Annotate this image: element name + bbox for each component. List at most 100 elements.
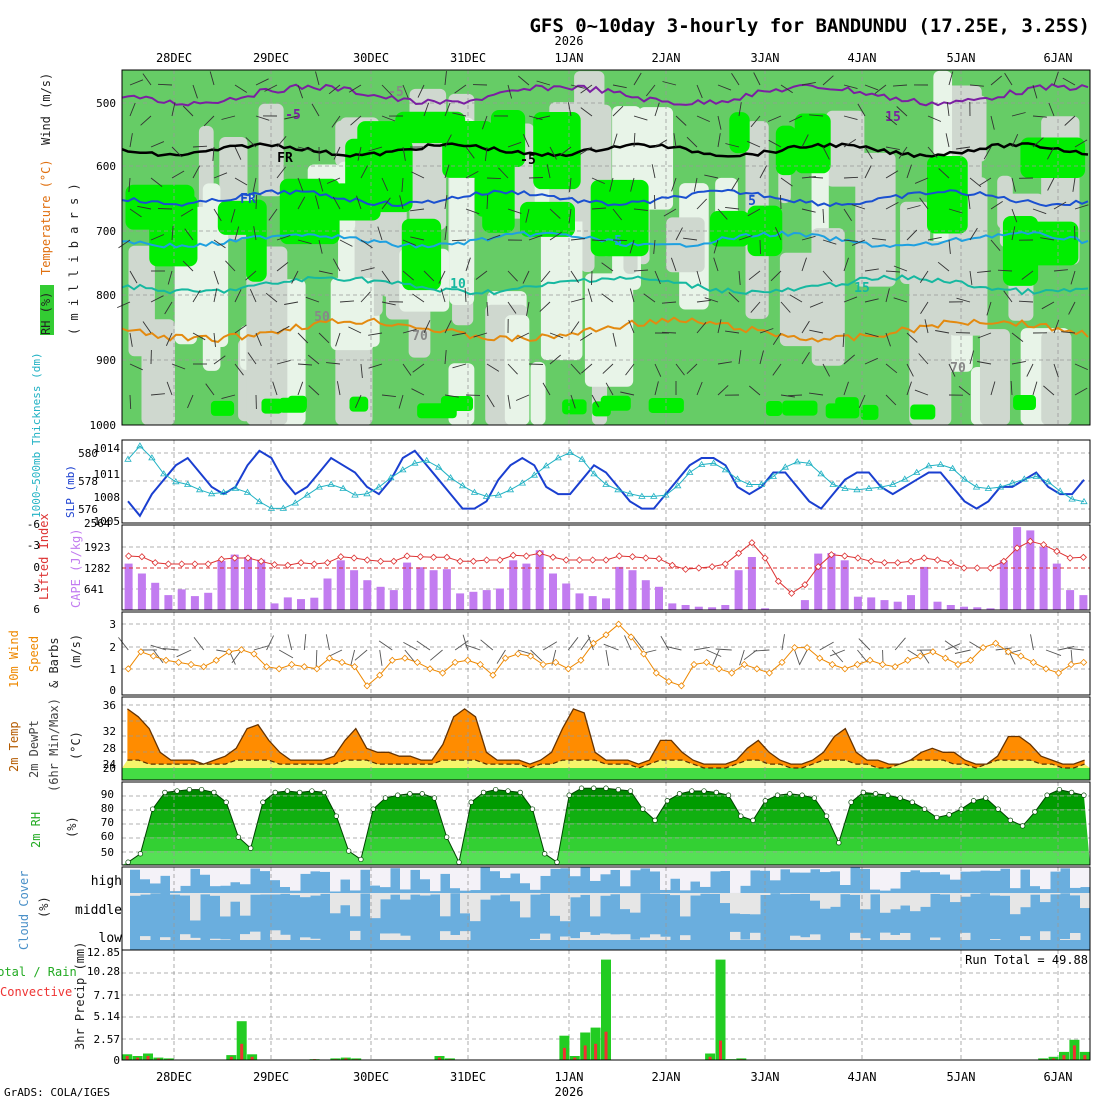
wind-barb xyxy=(1074,225,1076,241)
wind-barb xyxy=(444,320,452,334)
thickness-point xyxy=(817,470,825,477)
rh-dry-band xyxy=(855,152,896,287)
wind-barb xyxy=(864,357,878,365)
wind-barb xyxy=(717,385,729,396)
wind-barb xyxy=(234,226,240,241)
cloud-mid-clear xyxy=(760,893,771,895)
cloud-mid-clear xyxy=(930,893,941,894)
cloud-high-clear xyxy=(660,867,671,890)
contour-label: 70 xyxy=(950,361,966,376)
rh-point xyxy=(1068,789,1075,796)
rh-point xyxy=(162,789,168,796)
wind-barb xyxy=(157,208,173,210)
cape-bar xyxy=(469,591,478,610)
wind-barb xyxy=(297,84,304,99)
wind-barb xyxy=(549,354,561,365)
wind10m-barb xyxy=(857,649,868,663)
thickness-point xyxy=(865,484,873,491)
wind-barb xyxy=(645,84,656,97)
top-day-label: 29DEC xyxy=(253,51,289,65)
rh-moist-band xyxy=(332,183,381,221)
upper-panel-frame xyxy=(121,69,1091,426)
wind10m-barb xyxy=(454,640,469,651)
wind-barb xyxy=(969,350,975,365)
thickness-point xyxy=(542,462,550,469)
cloud-low-clear xyxy=(1070,932,1081,940)
cloud-high-clear xyxy=(440,867,451,874)
rh-point xyxy=(848,799,854,805)
lifted-index-point xyxy=(217,555,226,563)
wind10m-barb xyxy=(354,649,368,661)
contour-label: 15 xyxy=(854,281,870,296)
wind-barb xyxy=(990,115,995,130)
wind10m-point xyxy=(866,656,874,664)
rh-point xyxy=(309,788,315,794)
wind10m-point xyxy=(778,658,786,666)
cloud-high-clear xyxy=(310,867,321,872)
rh-dry-band xyxy=(409,88,447,230)
cloud-high-clear xyxy=(1070,867,1081,888)
wind10m-barb xyxy=(378,640,393,651)
wind-barb xyxy=(809,329,824,334)
bottom-day-labels: 28DEC 29DEC 30DEC 31DEC 1JAN 2JAN 3JAN 4JAN 5JAN… xyxy=(156,1070,1073,1084)
wind-barb xyxy=(444,134,452,148)
wind-barb xyxy=(675,363,685,376)
wind-barb xyxy=(570,238,585,241)
wind-barb xyxy=(412,293,425,303)
lifted-index-point xyxy=(323,559,332,567)
wind-barb xyxy=(570,84,585,89)
cloud-mid-clear xyxy=(350,893,361,917)
lifted-index-point xyxy=(469,557,477,565)
wind10m-barb xyxy=(1045,649,1062,657)
wind-barb xyxy=(360,291,371,303)
rh-moist-band xyxy=(766,400,783,416)
cloud-mid-clear xyxy=(440,893,451,917)
cape-bar xyxy=(946,605,955,610)
wind-barb xyxy=(360,239,373,249)
lifted-index-point xyxy=(284,561,292,569)
lifted-index-point xyxy=(562,556,570,564)
cape-bar xyxy=(840,560,849,610)
wind-barb xyxy=(956,297,971,303)
rh-band xyxy=(122,788,1090,796)
wind-barb xyxy=(331,115,341,128)
wind-barb xyxy=(1074,387,1088,396)
cloud-high-clear xyxy=(820,867,831,873)
wind10m-point xyxy=(1029,658,1037,666)
cloud-mid-clear xyxy=(1030,893,1041,895)
wind10m-point xyxy=(175,658,183,666)
wind-barb xyxy=(318,177,324,192)
rh-point xyxy=(517,789,523,796)
cape-bar xyxy=(230,554,239,610)
cloud-low-clear xyxy=(810,934,821,940)
cape-panel-frame xyxy=(121,524,1091,611)
cloud-low-clear xyxy=(180,934,191,940)
wind-barb xyxy=(1021,270,1034,280)
wind-barb xyxy=(671,177,677,192)
thickness-point xyxy=(207,490,216,497)
precip-conv-bar xyxy=(604,1031,608,1060)
cape-bar xyxy=(482,590,491,610)
thickness-point xyxy=(602,480,610,487)
wind-barb xyxy=(704,297,719,303)
wind-barb xyxy=(528,363,544,365)
chart-title: GFS 0~10day 3-hourly for BANDUNDU (17.25… xyxy=(529,15,1090,37)
cloud-high-clear xyxy=(640,867,651,869)
lifted-index-point xyxy=(138,553,146,561)
cape-tick-label: 1282 xyxy=(84,562,111,575)
rh-point xyxy=(566,792,572,798)
temp-tick-label: 36 xyxy=(103,699,116,712)
rh-point xyxy=(885,792,891,798)
cape-bar xyxy=(535,550,544,610)
wind-barb xyxy=(339,300,355,303)
wind-barb xyxy=(653,194,656,210)
cloud-high-clear xyxy=(240,867,251,885)
rh-dry-band xyxy=(997,175,1013,229)
wind-barb xyxy=(857,103,866,117)
cape-bar xyxy=(694,606,703,610)
wind-barb xyxy=(234,324,247,334)
wind-barb xyxy=(129,332,133,347)
wind10m-point xyxy=(1080,658,1088,666)
thickness-point xyxy=(841,484,849,491)
cloud-low-clear xyxy=(570,938,581,940)
